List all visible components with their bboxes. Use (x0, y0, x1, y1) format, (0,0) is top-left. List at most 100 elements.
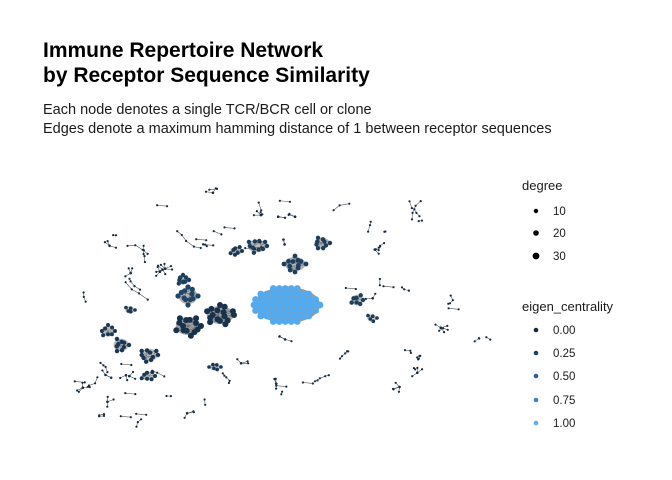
network-edge (138, 293, 148, 300)
network-node (143, 255, 146, 258)
network-node (489, 338, 492, 341)
network-node (300, 296, 307, 303)
network-node (225, 376, 228, 379)
network-node (367, 230, 370, 233)
network-node (371, 297, 375, 300)
network-node (207, 365, 211, 369)
network-node (126, 379, 129, 382)
network-node (137, 292, 141, 295)
network-node (293, 318, 301, 325)
network-node (447, 307, 450, 310)
network-edge (249, 241, 266, 247)
network-node (252, 214, 255, 217)
network-node (110, 325, 115, 330)
network-node (212, 244, 215, 247)
network-node (304, 301, 312, 309)
network-node (283, 216, 287, 219)
network-node (124, 281, 127, 284)
network-node (358, 293, 363, 298)
network-node (153, 374, 157, 378)
network-node (377, 249, 380, 252)
network-node (397, 390, 400, 393)
network-node (106, 240, 109, 243)
network-node (398, 385, 401, 389)
network-node (276, 307, 283, 314)
network-node (195, 293, 201, 299)
network-node (275, 387, 278, 390)
network-node (448, 302, 452, 305)
network-node (287, 213, 290, 216)
network-node (130, 288, 133, 291)
network-edge (127, 244, 136, 247)
network-node (306, 307, 313, 314)
network-node (281, 290, 289, 298)
network-node (250, 301, 258, 309)
network-node (212, 366, 216, 371)
network-node (208, 188, 211, 191)
network-node (163, 375, 166, 378)
network-node (419, 200, 422, 203)
network-node (183, 275, 189, 280)
network-node (181, 295, 187, 301)
chart-title-line-1: Immune Repertoire Network (43, 39, 323, 62)
network-node (205, 239, 208, 242)
network-node (316, 379, 319, 382)
network-node (375, 316, 379, 320)
network-node (259, 240, 262, 243)
legend-degree-key-30 (532, 252, 540, 260)
network-node (290, 259, 296, 264)
network-node (262, 239, 268, 245)
network-node (240, 249, 244, 253)
network-node (126, 309, 131, 313)
network-node (246, 360, 249, 363)
network-node (338, 357, 342, 360)
network-node (106, 400, 109, 404)
network-node (146, 252, 149, 255)
network-node (134, 244, 137, 247)
network-node (114, 246, 118, 249)
network-node (288, 200, 291, 203)
network-edge (383, 285, 394, 288)
network-node (166, 205, 169, 208)
network-node (237, 245, 242, 250)
network-node (165, 394, 168, 398)
network-node (180, 233, 183, 237)
network-node (293, 312, 301, 320)
network-node (378, 284, 381, 287)
network-node (202, 243, 205, 246)
network-node (124, 392, 127, 395)
network-node (295, 265, 301, 271)
network-node (299, 290, 307, 298)
network-node (344, 352, 347, 355)
network-edge (121, 363, 132, 366)
chart-subtitle-line-2: Edges denote a maximum hamming distance … (43, 121, 552, 137)
legend-degree-label-30: 30 (553, 251, 566, 263)
network-node (293, 285, 301, 292)
network-node (264, 243, 270, 249)
network-node (220, 233, 223, 236)
network-node (146, 298, 149, 301)
network-node (349, 300, 354, 305)
network-node (278, 335, 281, 338)
network-node (410, 218, 414, 221)
network-node (204, 403, 207, 406)
network-node (414, 204, 417, 207)
network-node (354, 300, 359, 305)
network-node (228, 251, 233, 256)
network-node (155, 352, 161, 358)
network-edge (448, 307, 459, 310)
network-node (130, 363, 133, 367)
network-node (164, 273, 167, 276)
network-node (281, 318, 289, 325)
network-node (135, 425, 138, 428)
network-node (378, 277, 381, 281)
network-node (407, 289, 410, 292)
network-node (138, 288, 142, 291)
network-node (199, 246, 202, 250)
network-node (219, 365, 223, 369)
network-edge (136, 413, 147, 416)
network-edge (157, 204, 168, 207)
network-node (98, 415, 101, 418)
network-node (312, 296, 319, 303)
network-node (169, 395, 172, 398)
